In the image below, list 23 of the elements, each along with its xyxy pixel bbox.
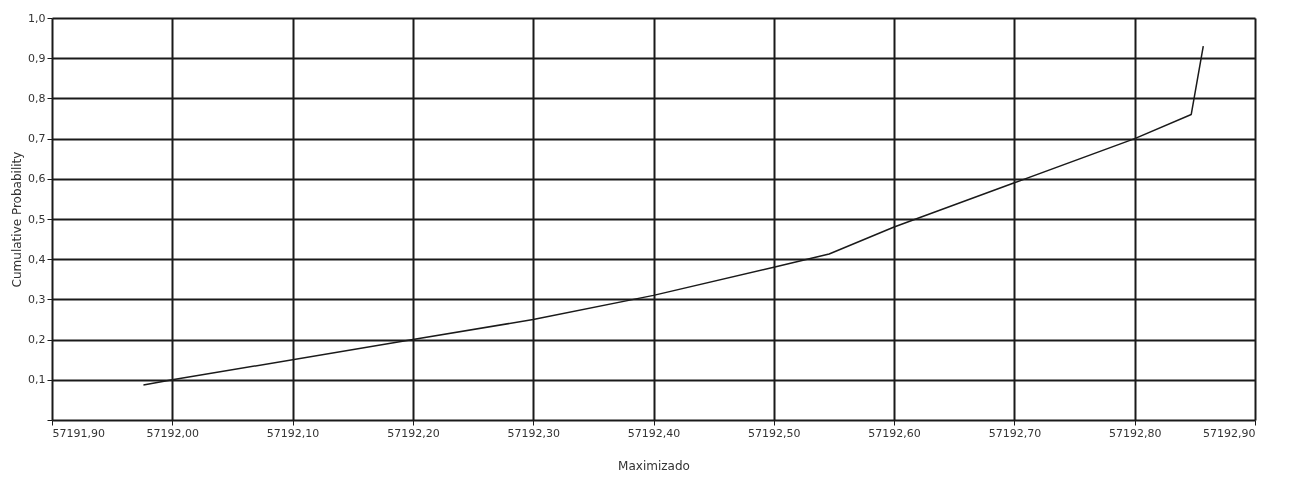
x-tick-label: 57192,70: [988, 426, 1042, 440]
x-tick-label: 57192,60: [868, 426, 921, 440]
y-tick-label: 0,2: [28, 333, 46, 347]
y-tick-label: 0,6: [28, 172, 46, 186]
y-tick-label: 1,0: [28, 11, 46, 25]
x-tick-label: 57192,40: [627, 426, 681, 440]
x-tick-label: 57192,00: [146, 426, 200, 440]
x-axis-title: Maximizado: [618, 458, 690, 473]
y-tick-label: 0,8: [28, 91, 46, 105]
x-tick-label: 57192,90: [1203, 426, 1256, 440]
y-tick-label: 0,3: [28, 292, 46, 306]
y-tick-label: 0,9: [28, 51, 46, 65]
x-tick-label: 57192,80: [1108, 426, 1162, 440]
x-tick-label: 57192,20: [387, 426, 440, 440]
y-axis-title: Cumulative Probability: [10, 151, 25, 288]
x-tick-label: 57192,30: [507, 426, 560, 440]
y-tick-label: 0,1: [28, 373, 46, 387]
y-tick-label: 0,4: [28, 252, 46, 266]
x-tick-label: 57191,90: [52, 426, 105, 440]
y-tick-label: 0,5: [28, 212, 46, 226]
x-tick-label: 57192,50: [748, 426, 801, 440]
y-tick-label: 0,7: [28, 132, 46, 146]
x-tick-label: 57192,10: [266, 426, 320, 440]
